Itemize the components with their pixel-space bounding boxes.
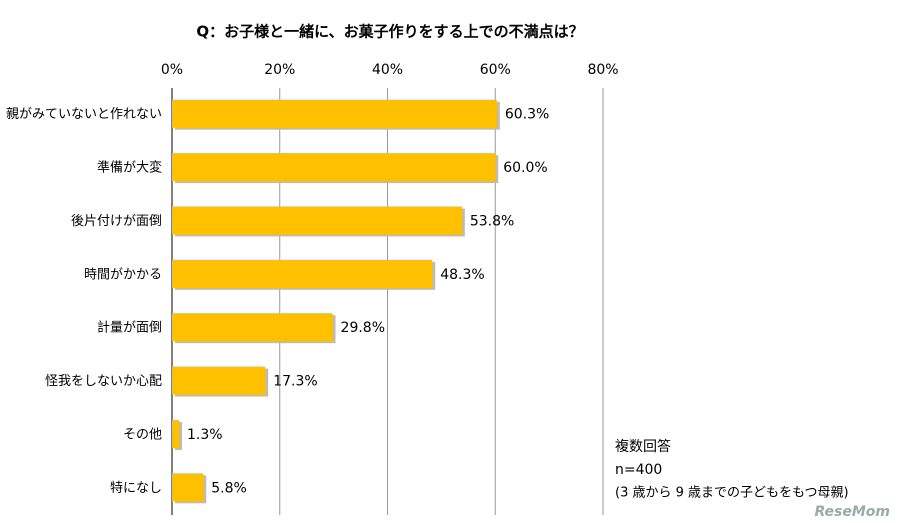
bar — [172, 153, 496, 182]
x-tick-label: 40% — [372, 62, 403, 78]
x-tick-label: 0% — [161, 62, 183, 78]
y-tick-label: 準備が大変 — [97, 160, 162, 176]
bar — [172, 419, 180, 448]
note: 複数回答 — [615, 438, 671, 455]
value-label: 1.3% — [187, 427, 223, 443]
y-tick-label: 特になし — [110, 481, 162, 496]
value-label: 60.3% — [505, 107, 549, 123]
y-tick-label: その他 — [123, 427, 162, 442]
value-label: 48.3% — [440, 267, 484, 283]
bar — [172, 206, 462, 235]
value-label: 5.8% — [211, 480, 247, 496]
value-label: 53.8% — [470, 213, 514, 229]
bar — [172, 366, 266, 395]
value-label: 29.8% — [341, 320, 385, 336]
watermark: ReseMom — [814, 504, 890, 520]
value-label: 60.0% — [503, 160, 547, 176]
y-tick-label: 親がみていないと作れない — [6, 107, 162, 122]
y-tick-label: 後片付けが面倒 — [71, 214, 162, 229]
y-tick-label: 怪我をしないか心配 — [45, 374, 162, 389]
bar — [172, 99, 497, 128]
x-tick-label: 80% — [587, 62, 618, 78]
chart-title: Q：お子様と一緒に、お菓子作りをする上での不満点は？ — [196, 23, 583, 41]
note: n=400 — [615, 462, 662, 478]
x-tick-label: 20% — [264, 62, 295, 78]
x-tick-label: 60% — [480, 62, 511, 78]
y-tick-label: 時間がかかる — [84, 267, 162, 282]
bar — [172, 313, 333, 342]
value-label: 17.3% — [273, 374, 317, 390]
bar — [172, 259, 433, 288]
note: (3 歳から 9 歳までの子どもをもつ母親) — [615, 486, 849, 501]
bar — [172, 473, 204, 502]
y-tick-label: 計量が面倒 — [97, 320, 162, 336]
